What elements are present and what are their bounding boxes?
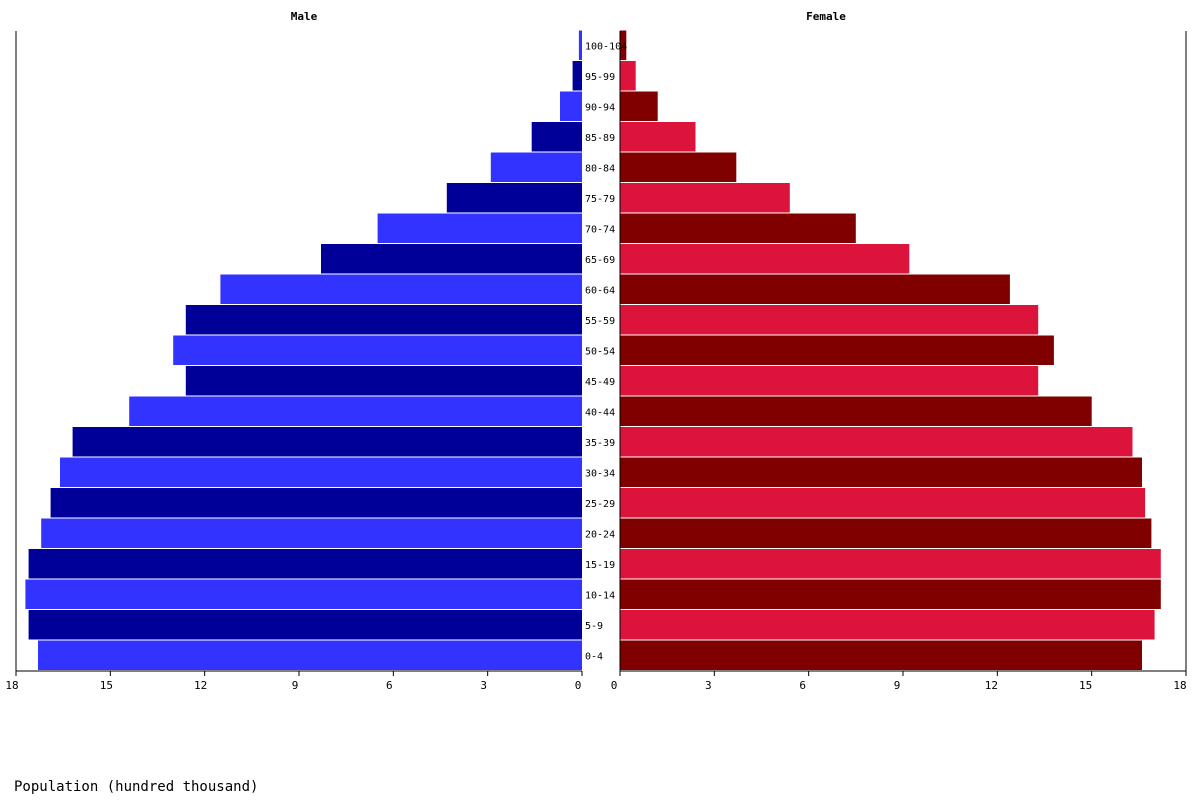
female-bar-80-84 bbox=[620, 152, 737, 182]
age-group-label: 10-14 bbox=[585, 590, 615, 601]
male-bar-45-49 bbox=[185, 366, 583, 396]
age-group-label: 65-69 bbox=[585, 255, 615, 266]
female-bar-90-94 bbox=[620, 91, 658, 121]
female-bar-30-34 bbox=[620, 457, 1142, 487]
female-bar-20-24 bbox=[620, 518, 1152, 548]
female-x-tick-label: 9 bbox=[894, 679, 901, 692]
female-bar-60-64 bbox=[620, 274, 1010, 304]
female-x-tick-label: 6 bbox=[799, 679, 806, 692]
male-x-tick-label: 6 bbox=[386, 679, 393, 692]
age-group-label: 55-59 bbox=[585, 316, 615, 327]
bars-group bbox=[25, 30, 1161, 670]
female-bar-10-14 bbox=[620, 579, 1161, 609]
male-bar-95-99 bbox=[572, 61, 582, 91]
male-bar-75-79 bbox=[446, 183, 582, 213]
age-group-label: 90-94 bbox=[585, 102, 615, 113]
female-x-tick-label: 18 bbox=[1173, 679, 1186, 692]
age-group-label: 35-39 bbox=[585, 438, 615, 449]
female-bar-15-19 bbox=[620, 549, 1161, 579]
male-x-tick-label: 18 bbox=[5, 679, 18, 692]
female-x-tick-label: 12 bbox=[985, 679, 998, 692]
female-bar-5-9 bbox=[620, 610, 1155, 640]
male-bar-90-94 bbox=[560, 91, 582, 121]
male-bar-10-14 bbox=[25, 579, 582, 609]
age-group-label: 100-104 bbox=[585, 41, 627, 52]
age-group-label: 20-24 bbox=[585, 529, 615, 540]
male-bar-80-84 bbox=[490, 152, 582, 182]
female-x-tick-label: 0 bbox=[611, 679, 618, 692]
female-x-tick-label: 15 bbox=[1079, 679, 1092, 692]
male-x-tick-label: 0 bbox=[575, 679, 582, 692]
male-bar-65-69 bbox=[321, 244, 582, 274]
female-bar-65-69 bbox=[620, 244, 910, 274]
female-panel-title: Female bbox=[806, 10, 846, 23]
age-group-label: 25-29 bbox=[585, 499, 615, 510]
female-bar-70-74 bbox=[620, 213, 856, 243]
age-group-label: 70-74 bbox=[585, 224, 615, 235]
male-panel-title: Male bbox=[291, 10, 318, 23]
male-bar-50-54 bbox=[173, 335, 582, 365]
female-bar-55-59 bbox=[620, 305, 1039, 335]
female-bar-95-99 bbox=[620, 61, 636, 91]
male-x-tick-label: 15 bbox=[100, 679, 113, 692]
female-x-tick-label: 3 bbox=[705, 679, 712, 692]
female-bar-35-39 bbox=[620, 427, 1133, 457]
x-axis-label: Population (hundred thousand) bbox=[14, 779, 259, 795]
age-group-label: 45-49 bbox=[585, 377, 615, 388]
age-group-label: 0-4 bbox=[585, 651, 603, 662]
male-bar-20-24 bbox=[41, 518, 582, 548]
male-bar-55-59 bbox=[185, 305, 583, 335]
age-group-label: 30-34 bbox=[585, 468, 615, 479]
age-group-label: 15-19 bbox=[585, 560, 615, 571]
male-bar-30-34 bbox=[60, 457, 582, 487]
age-group-label: 85-89 bbox=[585, 133, 615, 144]
age-group-label: 50-54 bbox=[585, 346, 615, 357]
male-bar-15-19 bbox=[28, 549, 583, 579]
female-bar-50-54 bbox=[620, 335, 1054, 365]
male-bar-70-74 bbox=[377, 213, 582, 243]
age-group-label: 95-99 bbox=[585, 72, 615, 83]
age-group-label: 75-79 bbox=[585, 194, 615, 205]
female-bar-45-49 bbox=[620, 366, 1039, 396]
axes-group: 0 0 3 3 6 6 9 9 12 12 15 15 18 18 bbox=[5, 31, 1187, 692]
male-bar-100-104 bbox=[578, 30, 582, 60]
female-bar-0-4 bbox=[620, 640, 1142, 670]
age-group-label: 80-84 bbox=[585, 163, 615, 174]
age-group-label: 60-64 bbox=[585, 285, 615, 296]
male-bar-40-44 bbox=[129, 396, 582, 426]
male-x-tick-label: 12 bbox=[194, 679, 207, 692]
age-group-label: 5-9 bbox=[585, 621, 603, 632]
female-bar-40-44 bbox=[620, 396, 1092, 426]
male-x-tick-label: 9 bbox=[292, 679, 299, 692]
female-bar-25-29 bbox=[620, 488, 1146, 518]
female-bar-85-89 bbox=[620, 122, 696, 152]
male-bar-85-89 bbox=[531, 122, 582, 152]
age-labels-group: 0-4 5-9 10-14 15-19 20-24 25-29 30-34 35-39 40-4… bbox=[585, 41, 627, 662]
male-bar-60-64 bbox=[220, 274, 582, 304]
male-x-tick-label: 3 bbox=[480, 679, 487, 692]
age-group-label: 40-44 bbox=[585, 407, 615, 418]
male-bar-0-4 bbox=[38, 640, 582, 670]
male-bar-35-39 bbox=[72, 427, 582, 457]
male-bar-25-29 bbox=[50, 488, 583, 518]
female-bar-75-79 bbox=[620, 183, 790, 213]
male-bar-5-9 bbox=[28, 610, 583, 640]
female-bar-100-104 bbox=[620, 30, 627, 60]
